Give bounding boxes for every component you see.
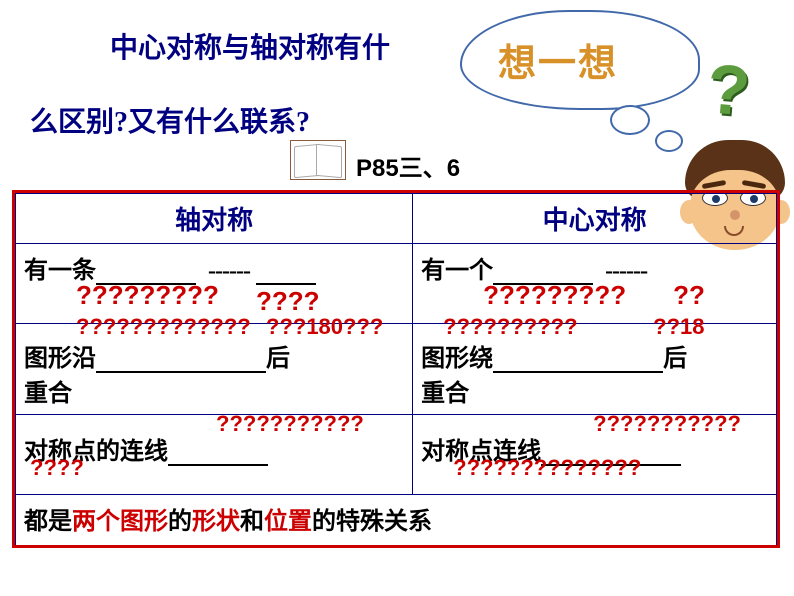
r2l-line2: 重合 (24, 381, 72, 407)
garble-text: ????????? (76, 280, 219, 311)
cell-3-left: 对称点的连线 ??????????? ???? (16, 415, 413, 495)
garble-text: ???? (30, 455, 84, 481)
bubble-text: 想一想 (498, 32, 618, 87)
r4-g: 的特殊关系 (312, 509, 432, 535)
blank (168, 444, 268, 466)
r2l-suffix: 后 (266, 346, 290, 372)
r2r-line2: 重合 (421, 381, 469, 407)
question-line-1: 中心对称与轴对称有什 (110, 26, 390, 66)
bubble-tail-2 (655, 130, 683, 152)
cell-2-left: 图形沿后 重合 ????????????? ???180??? (16, 324, 413, 415)
r2r-suffix: 后 (663, 346, 687, 372)
blank (96, 351, 266, 373)
blank (256, 263, 316, 285)
r4-c: 的 (168, 509, 192, 535)
header-axial: 轴对称 (16, 194, 413, 244)
garble-text: ???? (256, 286, 320, 317)
r4-a: 都是 (24, 509, 72, 535)
table-row-2: 图形沿后 重合 ????????????? ???180??? 图形绕后 重合 … (16, 324, 777, 415)
garble-text: ??18 (653, 314, 704, 340)
question-mark-icon: ? (704, 48, 754, 131)
garble-text: ??????????? (216, 411, 364, 437)
page-reference: P85三、6 (356, 148, 460, 183)
r4-e: 和 (240, 509, 264, 535)
bubble-tail-1 (610, 105, 650, 135)
header-central: 中心对称 (413, 194, 777, 244)
table-row-3: 对称点的连线 ??????????? ???? 对称点连线 ??????????… (16, 415, 777, 495)
cell-3-right: 对称点连线 ??????????? ?????????????? (413, 415, 777, 495)
garble-text: ?????????? (443, 314, 577, 340)
r2l-prefix: 图形沿 (24, 346, 96, 372)
garble-text: ???180??? (266, 314, 383, 340)
r4-d: 形状 (192, 509, 240, 535)
cell-2-right: 图形绕后 重合 ?????????? ??18 (413, 324, 777, 415)
question-line-2: 么区别?又有什么联系? (30, 100, 310, 140)
garble-text: ????????? (483, 280, 626, 311)
table-header-row: 轴对称 中心对称 (16, 194, 777, 244)
garble-text: ?????????????? (453, 455, 641, 481)
garble-text: ??????????? (593, 411, 741, 437)
cell-1-right: 有一个 ------ ????????? ?? (413, 244, 777, 324)
r2r-prefix: 图形绕 (421, 346, 493, 372)
thought-bubble: 想一想 ? (460, 10, 740, 140)
garble-text: ????????????? (76, 314, 251, 340)
garble-text: ?? (673, 280, 705, 311)
blank (493, 351, 663, 373)
cell-1-left: 有一条 ------ ????????? ???? (16, 244, 413, 324)
comparison-table: 轴对称 中心对称 有一条 ------ ????????? ???? 有一个 -… (12, 190, 780, 548)
table-row-4: 都是两个图形的形状和位置的特殊关系 (16, 495, 777, 545)
table-row-1: 有一条 ------ ????????? ???? 有一个 ------ ???… (16, 244, 777, 324)
cell-4-span: 都是两个图形的形状和位置的特殊关系 (16, 495, 777, 545)
r4-b: 两个图形 (72, 509, 168, 535)
book-icon (290, 140, 346, 180)
r4-f: 位置 (264, 509, 312, 535)
